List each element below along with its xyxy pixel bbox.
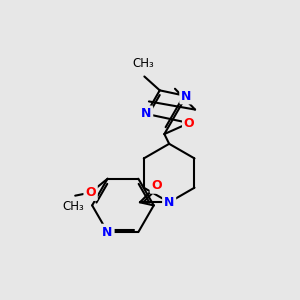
Text: O: O <box>152 179 162 192</box>
Text: CH₃: CH₃ <box>132 57 154 70</box>
Text: N: N <box>164 196 174 209</box>
Text: O: O <box>184 116 194 130</box>
Text: N: N <box>102 226 113 238</box>
Text: O: O <box>85 186 96 199</box>
Text: N: N <box>141 107 152 120</box>
Text: CH₃: CH₃ <box>63 200 85 212</box>
Text: N: N <box>181 89 191 103</box>
